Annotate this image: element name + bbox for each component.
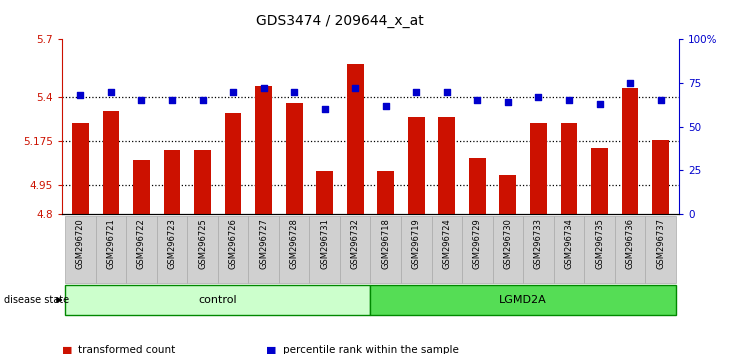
Point xyxy=(350,85,361,91)
Text: control: control xyxy=(199,295,237,305)
Text: GSM296731: GSM296731 xyxy=(320,218,329,269)
Text: GSM296737: GSM296737 xyxy=(656,218,665,269)
Bar xyxy=(194,150,211,214)
Bar xyxy=(584,216,615,283)
Text: GSM296720: GSM296720 xyxy=(76,218,85,269)
Bar xyxy=(408,117,425,214)
Text: GSM296729: GSM296729 xyxy=(473,218,482,269)
Bar xyxy=(553,216,584,283)
Text: GSM296732: GSM296732 xyxy=(350,218,360,269)
Point xyxy=(472,97,483,103)
Bar xyxy=(591,148,608,214)
Point xyxy=(380,103,391,108)
Bar xyxy=(347,64,364,214)
Text: GSM296727: GSM296727 xyxy=(259,218,268,269)
Point xyxy=(288,89,300,95)
Point xyxy=(655,97,666,103)
Text: GSM296721: GSM296721 xyxy=(107,218,115,269)
Bar xyxy=(493,216,523,283)
Bar xyxy=(615,216,645,283)
Bar xyxy=(310,216,340,283)
Text: GSM296725: GSM296725 xyxy=(198,218,207,269)
Bar xyxy=(401,216,431,283)
Text: GSM296722: GSM296722 xyxy=(137,218,146,269)
Text: GSM296734: GSM296734 xyxy=(564,218,574,269)
Bar xyxy=(248,216,279,283)
Bar xyxy=(316,171,333,214)
Text: ■: ■ xyxy=(266,346,277,354)
Point xyxy=(563,97,575,103)
Bar xyxy=(622,87,639,214)
Bar xyxy=(439,117,456,214)
Point xyxy=(502,99,514,105)
Bar xyxy=(371,285,676,315)
Bar xyxy=(133,160,150,214)
Text: GSM296735: GSM296735 xyxy=(595,218,604,269)
Text: GDS3474 / 209644_x_at: GDS3474 / 209644_x_at xyxy=(255,14,423,28)
Bar xyxy=(462,216,493,283)
Text: disease state: disease state xyxy=(4,295,69,305)
Text: GSM296733: GSM296733 xyxy=(534,218,543,269)
Bar xyxy=(102,111,119,214)
Bar xyxy=(469,158,485,214)
Bar xyxy=(65,285,371,315)
Bar xyxy=(499,175,516,214)
Bar xyxy=(65,216,96,283)
Point xyxy=(74,92,86,98)
Bar xyxy=(255,86,272,214)
Point xyxy=(166,97,178,103)
Bar xyxy=(377,171,394,214)
Text: GSM296726: GSM296726 xyxy=(228,218,237,269)
Point xyxy=(593,101,605,107)
Point xyxy=(136,97,147,103)
Bar xyxy=(371,216,401,283)
Point xyxy=(105,89,117,95)
Text: LGMD2A: LGMD2A xyxy=(499,295,547,305)
Bar xyxy=(218,216,248,283)
Point xyxy=(258,85,269,91)
Text: GSM296719: GSM296719 xyxy=(412,218,420,269)
Bar xyxy=(340,216,370,283)
Bar xyxy=(530,123,547,214)
Bar xyxy=(279,216,310,283)
Text: GSM296730: GSM296730 xyxy=(504,218,512,269)
Point xyxy=(441,89,453,95)
Point xyxy=(319,106,331,112)
Text: GSM296724: GSM296724 xyxy=(442,218,451,269)
Text: GSM296723: GSM296723 xyxy=(167,218,177,269)
Bar xyxy=(188,216,218,283)
Point xyxy=(410,89,422,95)
Bar xyxy=(72,123,89,214)
Text: GSM296728: GSM296728 xyxy=(290,218,299,269)
Bar xyxy=(431,216,462,283)
Text: transformed count: transformed count xyxy=(78,346,175,354)
Point xyxy=(196,97,208,103)
Text: percentile rank within the sample: percentile rank within the sample xyxy=(283,346,458,354)
Bar xyxy=(126,216,157,283)
Point xyxy=(227,89,239,95)
Bar xyxy=(523,216,553,283)
Point xyxy=(624,80,636,86)
Bar xyxy=(652,140,669,214)
Bar xyxy=(225,113,242,214)
Bar xyxy=(96,216,126,283)
Text: GSM296736: GSM296736 xyxy=(626,218,634,269)
Bar xyxy=(164,150,180,214)
Bar xyxy=(645,216,676,283)
Text: GSM296718: GSM296718 xyxy=(381,218,391,269)
Bar xyxy=(285,103,302,214)
Point xyxy=(533,94,545,99)
Bar xyxy=(561,123,577,214)
Text: ■: ■ xyxy=(62,346,72,354)
Bar xyxy=(157,216,188,283)
